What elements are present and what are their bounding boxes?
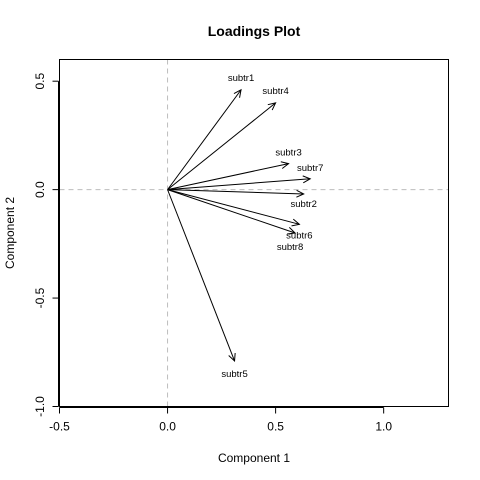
loading-arrow-subtr2 bbox=[167, 189, 304, 195]
x-tick-label: -0.5 bbox=[49, 420, 70, 434]
y-tick-label: -1.0 bbox=[33, 396, 47, 417]
loading-arrow-subtr8 bbox=[167, 189, 296, 234]
arrow-label-subtr6: subtr6 bbox=[286, 230, 312, 241]
arrowhead-subtr7 bbox=[302, 175, 312, 184]
x-axis-label: Component 1 bbox=[218, 451, 290, 465]
x-tick-label: 1.0 bbox=[375, 420, 392, 434]
y-tick-label: -0.5 bbox=[33, 287, 47, 308]
loading-arrow-subtr3 bbox=[167, 163, 289, 191]
x-tick-label: 0.5 bbox=[267, 420, 284, 434]
arrowhead-subtr1 bbox=[233, 88, 242, 98]
arrowhead-subtr2 bbox=[296, 189, 305, 198]
plot-area bbox=[59, 59, 449, 407]
arrowhead-subtr5 bbox=[228, 352, 236, 363]
arrow-label-subtr5: subtr5 bbox=[221, 369, 247, 380]
arrow-label-subtr7: subtr7 bbox=[297, 163, 323, 174]
arrowhead-subtr4 bbox=[267, 102, 277, 111]
loading-arrow-subtr4 bbox=[167, 102, 276, 191]
chart-title: Loadings Plot bbox=[208, 23, 301, 39]
y-tick-label: 0.0 bbox=[33, 181, 47, 198]
loading-arrow-subtr6 bbox=[167, 189, 300, 225]
x-tick-label: 0.0 bbox=[159, 420, 176, 434]
loading-labels: subtr1subtr4subtr3subtr7subtr2subtr6subt… bbox=[221, 73, 323, 380]
y-axis-label: Component 2 bbox=[3, 197, 17, 269]
y-axis: -1.0 -0.5 0.0 0.5 bbox=[33, 73, 59, 417]
loading-arrow-subtr5 bbox=[167, 189, 236, 362]
arrow-label-subtr2: subtr2 bbox=[291, 199, 317, 210]
loading-arrows bbox=[167, 88, 312, 363]
arrowhead-subtr6 bbox=[291, 218, 301, 227]
reference-lines bbox=[59, 59, 449, 407]
arrowhead-subtr8 bbox=[287, 227, 297, 235]
y-tick-label: 0.5 bbox=[33, 73, 47, 90]
x-axis: -0.5 0.0 0.5 1.0 bbox=[49, 407, 392, 434]
loading-arrow-subtr1 bbox=[167, 89, 242, 190]
arrow-label-subtr3: subtr3 bbox=[275, 148, 301, 159]
arrow-label-subtr4: subtr4 bbox=[262, 86, 288, 97]
arrow-label-subtr1: subtr1 bbox=[228, 73, 254, 84]
loading-arrow-subtr7 bbox=[167, 178, 311, 191]
arrow-label-subtr8: subtr8 bbox=[277, 242, 303, 253]
arrowhead-subtr3 bbox=[280, 161, 290, 169]
